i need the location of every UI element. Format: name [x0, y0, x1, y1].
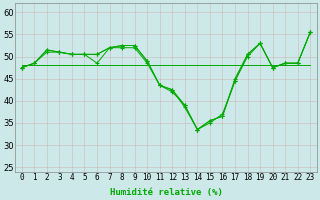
X-axis label: Humidité relative (%): Humidité relative (%)	[109, 188, 222, 197]
